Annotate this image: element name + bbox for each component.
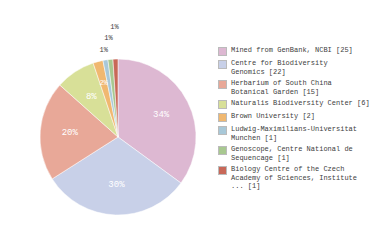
svg-text:34%: 34% [153,110,170,120]
svg-text:30%: 30% [108,180,125,190]
html-text:Naturalis Biodiversity Center: Naturalis Biodiversity Center [6] [231,99,370,108]
html-text:Centre for Biodiversity Genomi: Centre for Biodiversity Genomics [22] [231,59,328,76]
html-text:Mined from GenBank, NCBI [25]: Mined from GenBank, NCBI [25] [231,46,353,55]
html-text:Ludwig-Maximilians-Universitat: Ludwig-Maximilians-Universitat Munchen [… [231,125,357,142]
html-text:Genoscope, Centre National de: Genoscope, Centre National de Sequencage… [231,145,353,162]
html-text:Brown University [2]: Brown University [2] [231,112,315,121]
svg-text:8%: 8% [86,92,97,102]
html-text:Herbarium of South China Botan: Herbarium of South China Botanical Garde… [231,79,332,96]
svg-text:1%: 1% [110,23,119,31]
html-text:Biology Centre of the Czech Ac: Biology Centre of the Czech Academy of S… [231,165,357,191]
svg-text:1%: 1% [100,46,109,54]
svg-text:2%: 2% [99,79,108,87]
svg-text:20%: 20% [62,128,79,138]
svg-text:1%: 1% [104,34,113,42]
